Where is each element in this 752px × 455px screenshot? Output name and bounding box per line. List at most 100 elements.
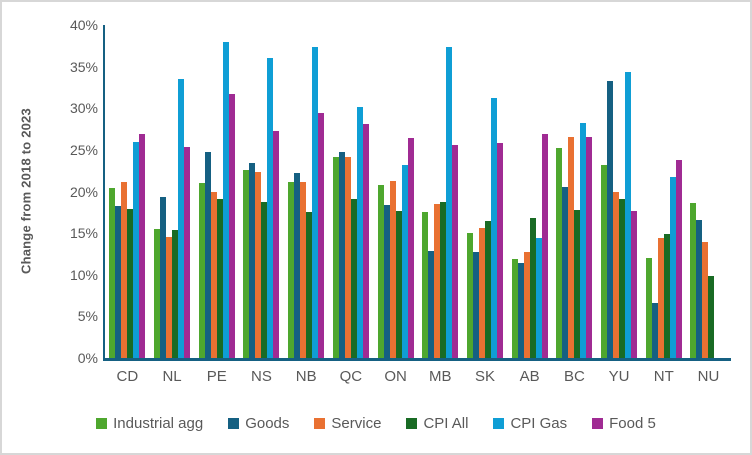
x-axis-labels: CD NL PE NS NB QC ON MB SK AB BC YU NT NU [105, 368, 731, 385]
bar-service-cd [121, 181, 128, 358]
bar-cpi-gas-bc [580, 123, 587, 358]
bar-cpi-gas-ns [267, 58, 274, 358]
x-label-yu: YU [608, 368, 630, 385]
bar-cpi-all-on [395, 210, 402, 358]
bar-goods-cd [115, 205, 122, 358]
bar-industrial-agg-cd [109, 188, 116, 358]
legend-swatch-icon [592, 418, 604, 429]
bar-industrial-agg-pe [198, 183, 205, 358]
legend-swatch-icon [96, 418, 108, 429]
bar-food-5-nt [675, 159, 682, 358]
bar-service-pe [210, 192, 217, 358]
legend-item-industrial-agg: Industrial agg [96, 415, 203, 432]
bar-food-5-qc [362, 124, 369, 358]
bar-cpi-gas-nb [312, 47, 319, 358]
bar-goods-mb [428, 250, 435, 358]
legend-swatch-icon [406, 418, 418, 429]
bar-group-on [377, 25, 414, 358]
bar-industrial-agg-bc [556, 148, 563, 358]
bar-group-qc [332, 25, 369, 358]
x-label-pe: PE [206, 368, 227, 385]
legend-swatch-icon [228, 418, 240, 429]
bar-cpi-all-nl [172, 229, 179, 358]
bar-cpi-all-nu [708, 275, 715, 358]
bar-cpi-all-qc [350, 199, 357, 358]
bar-food-5-mb [452, 144, 459, 358]
bar-group-bc [556, 25, 593, 358]
plot-area [103, 25, 731, 361]
bar-cpi-gas-mb [446, 46, 453, 358]
bar-industrial-agg-nl [154, 228, 161, 358]
bar-group-yu [601, 25, 638, 358]
y-tick-label: 35% [69, 58, 98, 75]
bar-cpi-gas-on [401, 164, 408, 358]
bar-group-nb [288, 25, 325, 358]
bar-goods-yu [607, 80, 614, 358]
bar-industrial-agg-nt [645, 258, 652, 358]
x-label-nb: NB [295, 368, 317, 385]
bar-food-5-cd [139, 134, 146, 358]
bar-group-ab [511, 25, 548, 358]
bar-goods-nb [294, 173, 301, 358]
x-label-qc: QC [339, 368, 363, 385]
legend-label: CPI All [423, 415, 469, 432]
bar-group-sk [466, 25, 503, 358]
legend-swatch-icon [314, 418, 326, 429]
bar-industrial-agg-ab [511, 258, 518, 358]
legend-item-food-5: Food 5 [592, 415, 656, 432]
bar-service-sk [478, 228, 485, 358]
bar-goods-bc [562, 187, 569, 358]
bar-service-ns [255, 171, 262, 358]
x-label-cd: CD [116, 368, 139, 385]
y-axis-tick-labels: 0% 5% 10% 15% 20% 25% 30% 35% 40% [2, 17, 98, 366]
bar-service-qc [344, 156, 351, 358]
legend-label: Service [331, 415, 382, 432]
bar-service-mb [434, 204, 441, 358]
bar-cpi-gas-nl [178, 79, 185, 358]
x-label-nt: NT [653, 368, 674, 385]
bar-goods-nu [696, 219, 703, 358]
bar-service-nl [166, 237, 173, 358]
legend-item-goods: Goods [228, 415, 289, 432]
bar-cpi-all-cd [127, 208, 134, 358]
y-tick-label: 20% [69, 183, 98, 200]
bar-cpi-gas-nt [669, 177, 676, 358]
bar-cpi-all-bc [574, 209, 581, 358]
bar-industrial-agg-nu [690, 203, 697, 358]
bar-food-5-sk [496, 143, 503, 358]
bar-industrial-agg-yu [601, 164, 608, 358]
bar-cpi-gas-sk [490, 98, 497, 358]
bar-group-ns [243, 25, 280, 358]
bar-cpi-all-sk [484, 220, 491, 358]
bar-goods-ab [517, 263, 524, 358]
bar-service-nt [657, 238, 664, 358]
bar-food-5-pe [228, 94, 235, 358]
x-label-ab: AB [519, 368, 540, 385]
y-tick-label: 40% [69, 17, 98, 33]
legend-item-service: Service [314, 415, 381, 432]
x-label-on: ON [384, 368, 407, 385]
x-label-mb: MB [429, 368, 452, 385]
bar-service-nu [702, 242, 709, 358]
bar-cpi-all-ns [261, 201, 268, 358]
bar-goods-nl [160, 196, 167, 358]
bar-cpi-all-yu [619, 199, 626, 358]
bar-service-nb [300, 182, 307, 358]
bar-food-5-nl [184, 146, 191, 358]
bar-group-nl [154, 25, 191, 358]
bar-cpi-gas-ab [535, 238, 542, 358]
bar-food-5-ns [273, 130, 280, 358]
y-tick-label: 25% [69, 141, 98, 158]
y-tick-label: 30% [69, 100, 98, 117]
bar-industrial-agg-nb [288, 181, 295, 358]
bar-food-5-on [407, 138, 414, 358]
legend-label: CPI Gas [510, 415, 568, 432]
bar-service-bc [568, 137, 575, 358]
bar-industrial-agg-on [377, 184, 384, 358]
bar-industrial-agg-qc [332, 156, 339, 358]
bar-cpi-all-nb [306, 212, 313, 358]
bar-cpi-gas-cd [133, 142, 140, 358]
bar-service-ab [523, 252, 530, 358]
bar-food-5-bc [586, 137, 593, 358]
